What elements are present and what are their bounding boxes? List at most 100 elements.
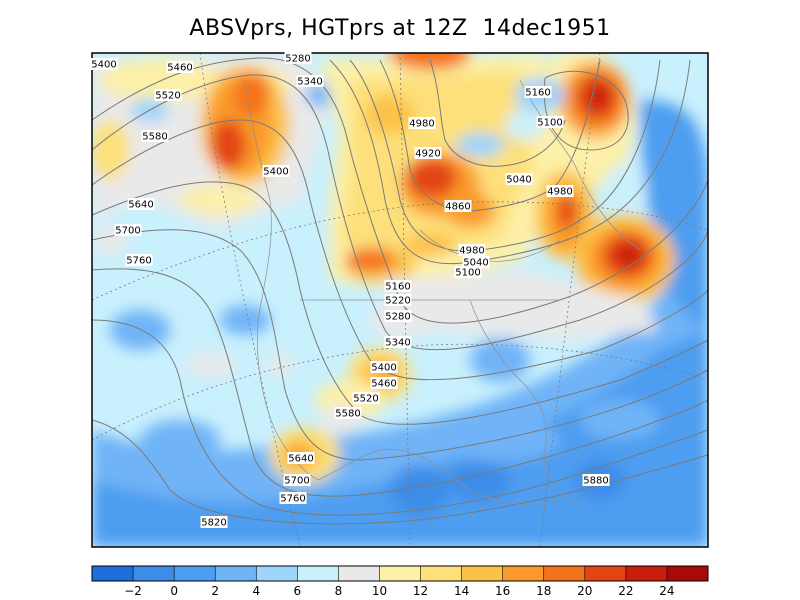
colorbar-swatch xyxy=(543,566,586,581)
contour-label: 5580 xyxy=(334,407,362,420)
contour-label-text: 5040 xyxy=(506,175,531,186)
colorbar-swatch xyxy=(379,566,422,581)
contour-label: 5700 xyxy=(114,224,142,237)
contour-label-text: 5160 xyxy=(525,88,550,99)
contour-label: 5520 xyxy=(154,89,182,102)
contour-label: 4980 xyxy=(546,185,574,198)
contour-label-text: 5520 xyxy=(353,394,378,405)
contour-label-text: 5700 xyxy=(115,226,140,237)
contour-label-text: 5460 xyxy=(167,63,192,74)
contour-label-text: 5760 xyxy=(126,256,151,267)
contour-label-text: 5700 xyxy=(284,476,309,487)
contour-label: 5880 xyxy=(582,474,610,487)
contour-label: 4860 xyxy=(444,200,472,213)
colorbar-swatch xyxy=(502,566,545,581)
contour-label-text: 4860 xyxy=(445,202,470,213)
colorbar-swatch xyxy=(174,566,216,581)
colorbar-swatch xyxy=(92,566,134,581)
contour-label: 4920 xyxy=(414,147,442,160)
contour-label: 5640 xyxy=(127,198,155,211)
map-plot-area xyxy=(92,53,708,547)
contour-label: 5760 xyxy=(279,492,307,505)
contour-label-text: 4920 xyxy=(415,149,440,160)
colorbar-label: 22 xyxy=(618,584,633,598)
contour-label: 5400 xyxy=(262,165,290,178)
contour-label-text: 5280 xyxy=(385,312,410,323)
contour-label-text: 5400 xyxy=(371,363,396,374)
contour-label: 5100 xyxy=(536,116,564,129)
contour-label-text: 5580 xyxy=(142,132,167,143)
contour-label-text: 5160 xyxy=(385,282,410,293)
colorbar-swatch xyxy=(133,566,175,581)
contour-label-text: 5520 xyxy=(155,91,180,102)
colorbar-label: 4 xyxy=(252,584,260,598)
contour-label: 5400 xyxy=(90,58,118,71)
colorbar-label: 2 xyxy=(211,584,219,598)
contour-label: 5520 xyxy=(352,392,380,405)
map-title: ABSVprs, HGTprs at 12Z 14dec1951 xyxy=(189,16,611,41)
contour-label: 5280 xyxy=(384,310,412,323)
contour-label-text: 5820 xyxy=(201,518,226,529)
contour-label: 5820 xyxy=(200,516,228,529)
contour-label: 5040 xyxy=(462,256,490,269)
contour-label: 5340 xyxy=(296,75,324,88)
contour-label-text: 5400 xyxy=(263,167,288,178)
contour-label: 5160 xyxy=(384,280,412,293)
colorbar-swatch xyxy=(666,566,709,581)
colorbar-label: 18 xyxy=(536,584,551,598)
contour-label: 4980 xyxy=(458,244,486,257)
contour-label-text: 5040 xyxy=(463,258,488,269)
latitude-lines xyxy=(92,53,708,547)
contour-label-text: 5640 xyxy=(128,200,153,211)
contour-label: 5220 xyxy=(384,294,412,307)
colorbar-label: 8 xyxy=(335,584,343,598)
contour-label-text: 5100 xyxy=(455,268,480,279)
colorbar-swatch xyxy=(420,566,463,581)
contour-label: 5340 xyxy=(384,336,412,349)
colorbar: −2 0 2 4 6 8 10 12 14 16 18 20 22 24 xyxy=(91,565,709,598)
contour-label-text: 4980 xyxy=(547,187,572,198)
contour-label: 5160 xyxy=(524,86,552,99)
colorbar-frame xyxy=(91,565,709,582)
contour-label-text: 5340 xyxy=(297,77,322,88)
contour-label-text: 5460 xyxy=(371,379,396,390)
contour-label-text: 5580 xyxy=(335,409,360,420)
colorbar-swatch xyxy=(584,566,627,581)
colorbar-label: 6 xyxy=(294,584,302,598)
colorbar-swatch xyxy=(297,566,339,581)
contour-label: 5100 xyxy=(454,266,482,279)
colorbar-swatch xyxy=(256,566,298,581)
contour-label-text: 5400 xyxy=(91,60,116,71)
contour-label-text: 5880 xyxy=(583,476,608,487)
colorbar-label: 12 xyxy=(413,584,428,598)
colorbar-label: 20 xyxy=(577,584,592,598)
contour-label-text: 5220 xyxy=(385,296,410,307)
contour-label-text: 5760 xyxy=(280,494,305,505)
contour-label: 5760 xyxy=(125,254,153,267)
map-frame xyxy=(91,52,709,548)
contour-label: 5580 xyxy=(141,130,169,143)
colorbar-swatch xyxy=(215,566,257,581)
colorbar-label: 10 xyxy=(372,584,387,598)
colorbar-label: 14 xyxy=(454,584,469,598)
coastlines xyxy=(244,79,641,506)
colorbar-swatch xyxy=(625,566,668,581)
colorbar-label: 24 xyxy=(659,584,674,598)
contour-label: 5700 xyxy=(283,474,311,487)
colorbar-swatch xyxy=(338,566,380,581)
contour-label: 5400 xyxy=(370,361,398,374)
contour-label-text: 4980 xyxy=(409,119,434,130)
colorbar-label: 16 xyxy=(495,584,510,598)
colorbar-label: −2 xyxy=(124,584,142,598)
colorbar-swatch xyxy=(461,566,504,581)
contour-label: 5640 xyxy=(287,452,315,465)
contour-label-text: 5280 xyxy=(285,54,310,65)
contour-label: 4980 xyxy=(408,117,436,130)
contour-label-text: 5640 xyxy=(288,454,313,465)
colorbar-label: 0 xyxy=(170,584,178,598)
contour-label: 5460 xyxy=(166,61,194,74)
contour-label: 5460 xyxy=(370,377,398,390)
contour-labels: 5400 5460 5280 5340 5520 5580 4980 4920 5160 5100… xyxy=(90,52,610,529)
contour-label-text: 4980 xyxy=(459,246,484,257)
